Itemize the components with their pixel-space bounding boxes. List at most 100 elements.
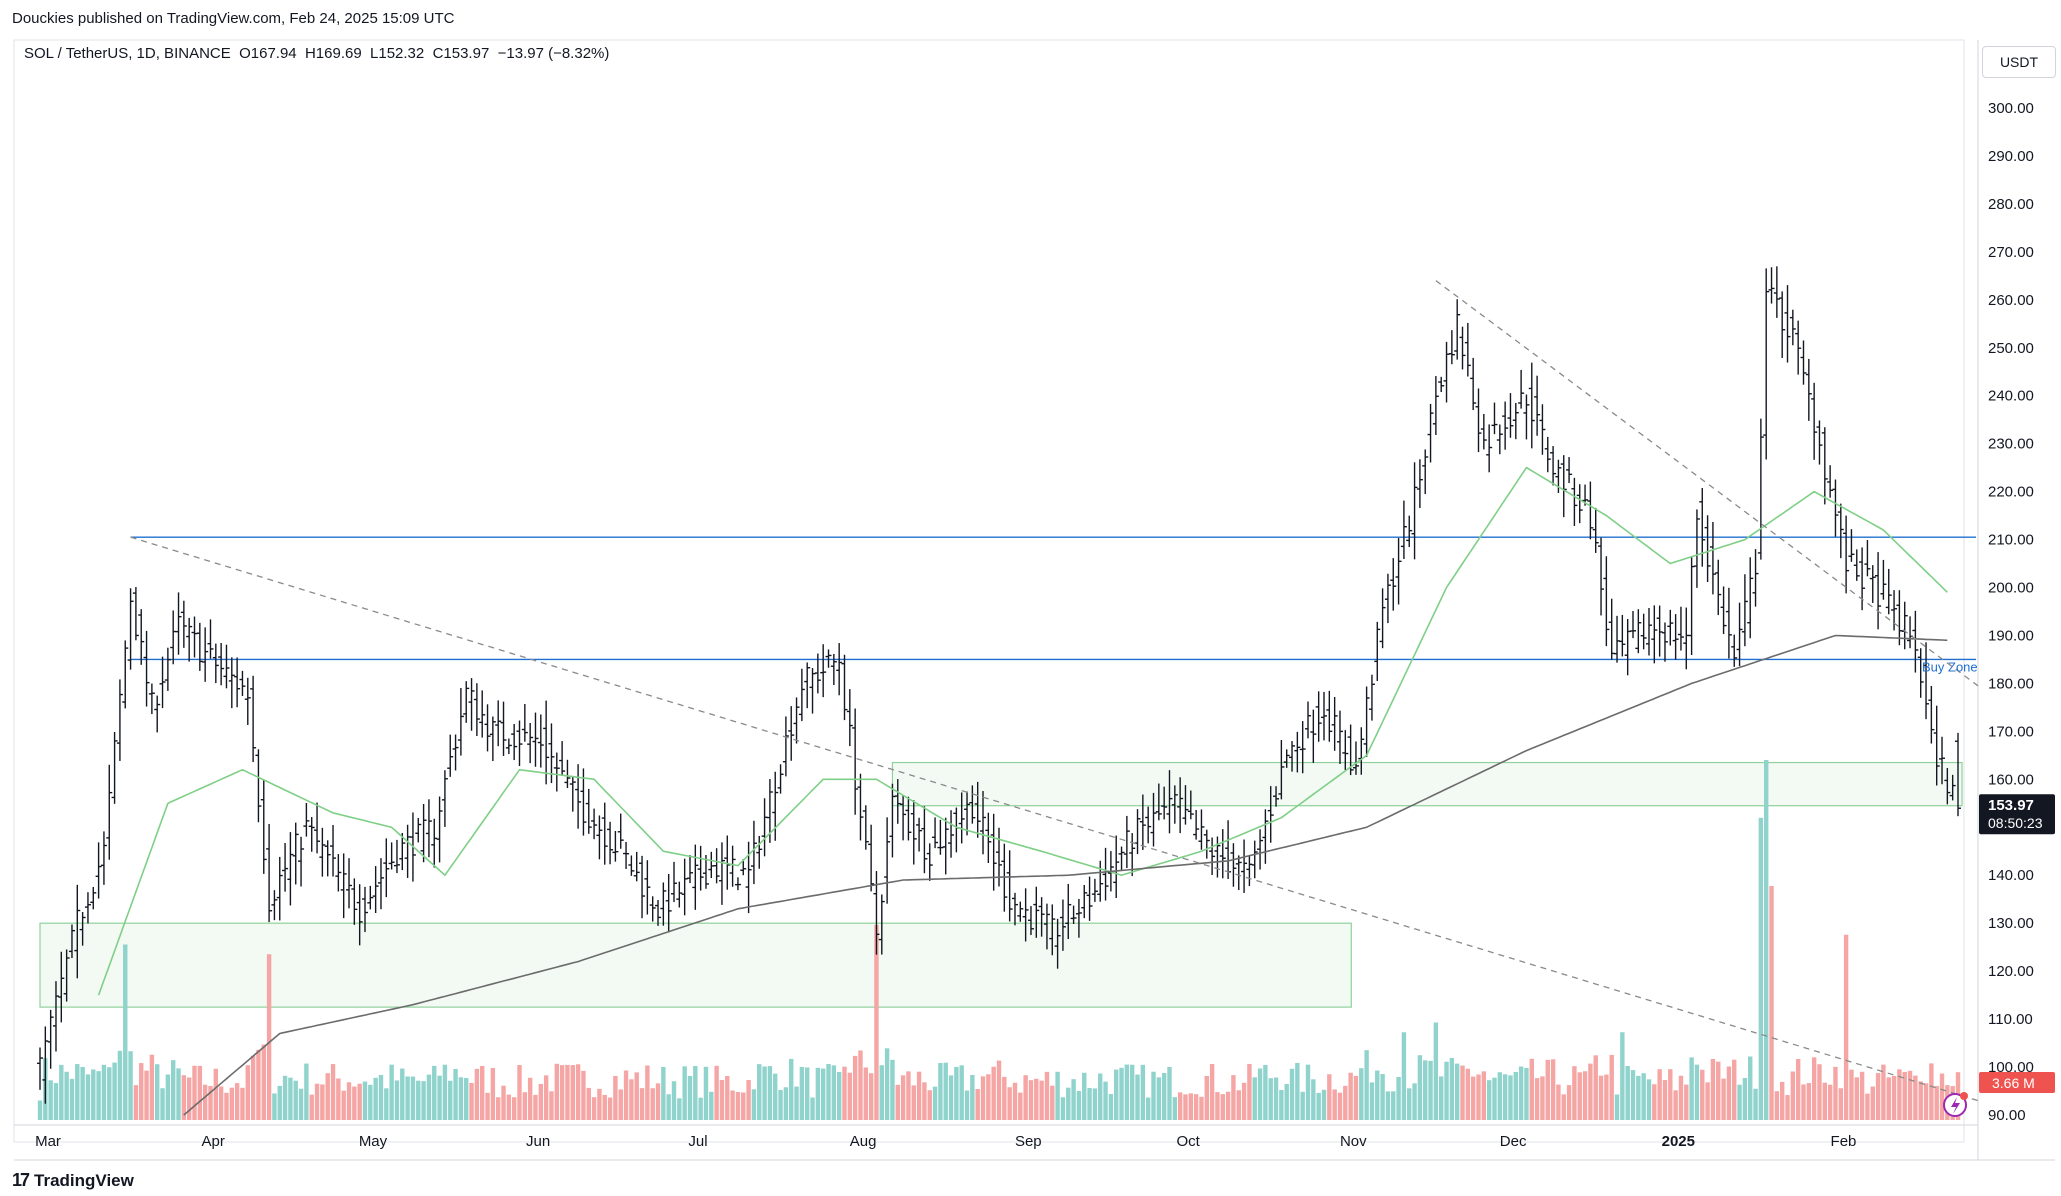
volume-bar: [1502, 1074, 1508, 1120]
volume-bar: [485, 1092, 490, 1120]
volume-bar: [176, 1068, 181, 1120]
volume-bar: [1177, 1092, 1183, 1120]
price-bar: [1725, 587, 1732, 659]
y-tick-label: 140.00: [1988, 867, 2034, 884]
price-bar: [601, 802, 608, 865]
price-bar: [974, 781, 981, 838]
price-bar: [186, 617, 193, 662]
price-bar: [1773, 266, 1780, 318]
volume-bar: [1891, 1075, 1897, 1120]
volume-bar: [682, 1066, 687, 1120]
volume-bar: [1566, 1085, 1572, 1120]
tradingview-logo[interactable]: 17 TradingView: [12, 1170, 134, 1191]
volume-bar: [559, 1065, 565, 1120]
volume-bar: [1694, 1064, 1700, 1120]
volume-bar: [197, 1065, 203, 1120]
volume-bar: [1843, 934, 1849, 1120]
price-bar: [1528, 362, 1535, 449]
volume-bar: [1428, 1060, 1433, 1120]
volume-bar: [959, 1065, 964, 1120]
price-bar: [591, 808, 598, 840]
y-tick-label: 180.00: [1988, 675, 2034, 692]
price-bar: [234, 657, 241, 708]
price-bar: [1939, 736, 1946, 785]
volume-bar: [1572, 1066, 1577, 1120]
price-bar: [1747, 557, 1754, 639]
volume-bar: [1114, 1069, 1119, 1120]
price-bar: [910, 800, 917, 865]
volume-bar: [687, 1076, 693, 1120]
price-bar: [250, 675, 257, 763]
price-bar: [655, 899, 662, 926]
price-bar: [1768, 267, 1775, 304]
volume-bar: [1098, 1073, 1103, 1120]
price-bar: [1763, 268, 1770, 460]
y-tick-label: 160.00: [1988, 771, 2034, 788]
price-bar: [1171, 785, 1178, 824]
symbol-legend[interactable]: SOL / TetherUS, 1D, BINANCE O167.94 H169…: [24, 45, 609, 62]
price-bar: [324, 840, 331, 877]
volume-bar: [1684, 1084, 1689, 1120]
volume-bar: [1140, 1064, 1146, 1120]
price-bar: [1230, 843, 1237, 887]
symbol-name[interactable]: SOL / TetherUS, 1D, BINANCE: [24, 45, 231, 62]
price-bar: [1118, 846, 1125, 870]
volume-bar: [133, 1085, 139, 1120]
volume-bar: [613, 1075, 618, 1120]
volume-bar: [1002, 1076, 1007, 1120]
price-bar: [1576, 484, 1583, 524]
price-bar: [1209, 837, 1216, 875]
price-bar: [58, 951, 65, 1023]
currency-unit-button[interactable]: USDT: [1982, 46, 2056, 78]
volume-bar: [1337, 1092, 1343, 1120]
volume-bar: [783, 1087, 789, 1120]
price-bar: [857, 773, 864, 841]
price-bar: [383, 838, 390, 898]
price-bar: [569, 777, 576, 812]
price-bar: [1741, 574, 1748, 647]
price-bar: [1864, 540, 1871, 577]
volume-bar: [719, 1079, 725, 1120]
price-bar: [1054, 918, 1061, 969]
volume-bar: [538, 1083, 544, 1120]
volume-bar: [410, 1076, 416, 1120]
volume-bar: [394, 1080, 400, 1120]
price-bar: [1784, 285, 1791, 363]
y-tick-label: 130.00: [1988, 915, 2034, 932]
volume-bar: [517, 1065, 522, 1120]
volume-bar: [645, 1065, 650, 1120]
lightning-icon[interactable]: [1943, 1092, 1968, 1117]
volume-bar: [794, 1086, 799, 1120]
volume-bar: [1103, 1081, 1108, 1120]
volume-bar: [1913, 1075, 1918, 1120]
volume-bar: [874, 925, 879, 1120]
volume-bar: [1513, 1071, 1518, 1120]
price-bar: [1912, 610, 1919, 673]
price-bar: [37, 1047, 43, 1090]
volume-bar: [868, 1073, 874, 1120]
volume-bar: [1156, 1077, 1162, 1120]
volume-bar: [1881, 1064, 1886, 1120]
volume-bar: [59, 1064, 64, 1120]
price-bar: [511, 724, 518, 761]
volume-bar: [48, 1080, 53, 1120]
price-bar: [298, 836, 305, 887]
price-bar: [1368, 674, 1375, 721]
x-tick-label: Oct: [1176, 1133, 1200, 1150]
price-bar: [527, 723, 534, 764]
volume-bar: [1604, 1074, 1609, 1120]
volume-bar: [1529, 1058, 1534, 1120]
price-bar: [90, 886, 97, 910]
volume-bar: [1476, 1074, 1481, 1120]
price-bar: [1177, 777, 1184, 834]
price-bar: [447, 734, 454, 777]
volume-bar: [703, 1066, 709, 1120]
price-bar: [884, 817, 891, 904]
volume-bar: [139, 1063, 144, 1120]
price-bar: [862, 805, 869, 850]
volume-bar: [218, 1086, 224, 1120]
price-bar: [1310, 709, 1317, 763]
price-bar: [1241, 839, 1248, 893]
price-bar: [1432, 376, 1439, 435]
